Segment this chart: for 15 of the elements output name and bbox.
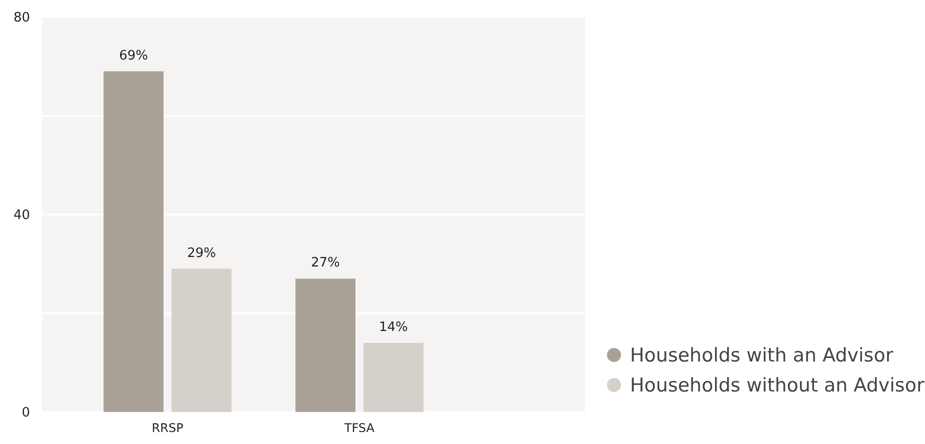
- y-tick-label: 40: [13, 208, 30, 224]
- bar: [295, 278, 356, 412]
- data-label: 69%: [119, 48, 148, 64]
- data-label: 14%: [379, 320, 408, 335]
- legend-label: Households without an Advisor: [630, 374, 924, 397]
- bar: [363, 342, 424, 412]
- bar: [104, 71, 164, 412]
- legend-label: Households with an Advisor: [630, 344, 894, 367]
- x-tick-label: RRSP: [152, 421, 184, 435]
- data-label: 27%: [311, 256, 340, 271]
- y-tick-label: 0: [22, 406, 30, 421]
- data-label: 29%: [187, 246, 216, 261]
- x-tick-label: TFSA: [343, 421, 376, 435]
- bar: [172, 268, 232, 412]
- y-tick-label: 80: [13, 10, 30, 26]
